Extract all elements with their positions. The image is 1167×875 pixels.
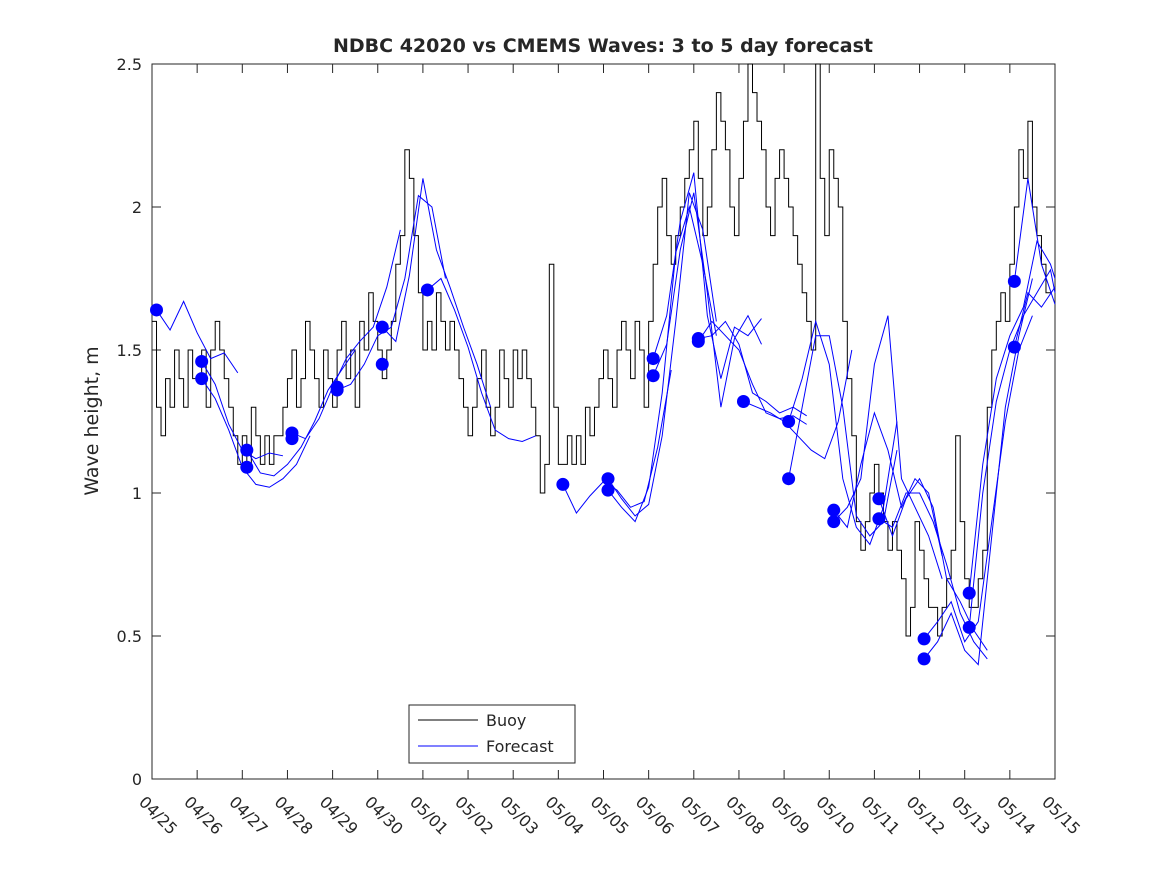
y-axis-label: Wave height, m bbox=[81, 346, 103, 495]
forecast-series-line bbox=[652, 172, 762, 379]
forecast-marker bbox=[285, 432, 299, 446]
forecast-marker bbox=[872, 492, 886, 506]
forecast-series-line bbox=[743, 349, 853, 460]
forecast-marker bbox=[1007, 340, 1021, 354]
forecast-marker bbox=[150, 303, 164, 317]
forecast-series-line bbox=[427, 277, 536, 443]
forecast-marker bbox=[375, 357, 389, 371]
forecast-series-line bbox=[607, 205, 717, 523]
forecast-series-line bbox=[291, 229, 401, 440]
forecast-marker bbox=[827, 503, 841, 517]
y-axis: 0 0.5 1 1.5 2 2.5 bbox=[117, 55, 1055, 789]
forecast-marker bbox=[240, 460, 254, 474]
y-tick-label: 0 bbox=[132, 770, 142, 789]
forecast-marker bbox=[195, 354, 209, 368]
forecast-series-line bbox=[381, 178, 492, 408]
y-tick-label: 1.5 bbox=[117, 341, 142, 360]
forecast-series-line bbox=[788, 335, 898, 537]
forecast-marker bbox=[872, 512, 886, 526]
forecast-series-line bbox=[878, 477, 988, 651]
forecast-marker bbox=[917, 652, 931, 666]
forecast-marker bbox=[375, 320, 389, 334]
forecast-series-line bbox=[968, 239, 1056, 594]
forecast-marker bbox=[736, 394, 750, 408]
forecast-marker bbox=[601, 483, 615, 497]
forecast-marker bbox=[691, 334, 705, 348]
forecast-marker bbox=[962, 586, 976, 600]
forecast-series-line bbox=[698, 320, 807, 417]
forecast-marker bbox=[962, 620, 976, 634]
forecast-series-line bbox=[652, 192, 762, 408]
forecast-marker bbox=[646, 369, 660, 383]
legend-buoy-label: Buoy bbox=[486, 711, 526, 730]
legend: Buoy Forecast bbox=[408, 704, 576, 764]
forecast-marker bbox=[917, 632, 931, 646]
forecast-series-line bbox=[1013, 286, 1056, 348]
forecast-series-line bbox=[1013, 178, 1056, 305]
forecast-marker bbox=[827, 515, 841, 529]
forecast-marker bbox=[782, 415, 796, 428]
y-tick-label: 1 bbox=[132, 484, 142, 503]
plot-area bbox=[151, 63, 1056, 780]
forecast-marker bbox=[556, 477, 570, 491]
forecast-series-line bbox=[923, 315, 1033, 643]
y-tick-label: 0.5 bbox=[117, 627, 142, 646]
forecast-marker bbox=[601, 472, 615, 486]
y-tick-label: 2.5 bbox=[117, 55, 142, 74]
legend-box bbox=[408, 704, 576, 764]
forecast-marker bbox=[646, 352, 660, 366]
y-tick-label: 2 bbox=[132, 198, 142, 217]
forecast-marker bbox=[195, 372, 209, 386]
forecast-marker bbox=[240, 443, 254, 457]
forecast-series-line bbox=[968, 268, 1056, 628]
legend-forecast-label: Forecast bbox=[486, 737, 554, 756]
forecast-series-line bbox=[156, 300, 239, 374]
forecast-marker bbox=[420, 283, 434, 297]
plot-series bbox=[150, 63, 1056, 666]
buoy-series-line bbox=[152, 63, 1051, 637]
forecast-marker bbox=[330, 380, 344, 394]
forecast-marker bbox=[1007, 274, 1021, 288]
forecast-series-line bbox=[562, 369, 672, 514]
forecast-series-line bbox=[923, 278, 1033, 666]
chart-title: NDBC 42020 vs CMEMS Waves: 3 to 5 day fo… bbox=[333, 35, 873, 57]
forecast-marker bbox=[782, 472, 796, 486]
forecast-series-line bbox=[201, 378, 311, 488]
forecast-series-line bbox=[833, 315, 943, 579]
